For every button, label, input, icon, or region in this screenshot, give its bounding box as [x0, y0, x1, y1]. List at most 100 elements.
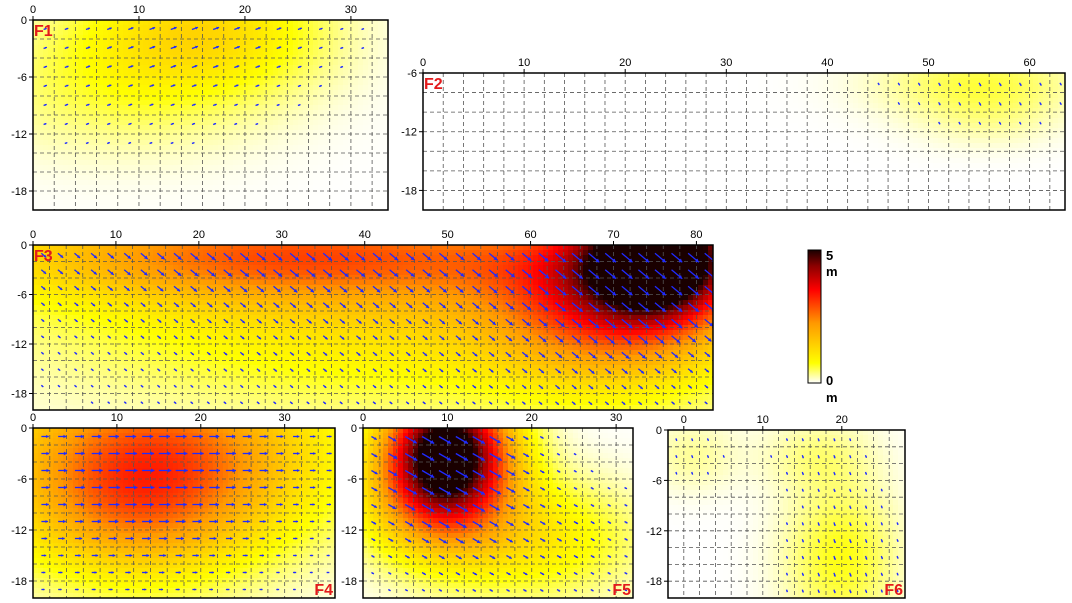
slip-cell — [248, 130, 254, 136]
slip-cell — [218, 145, 224, 151]
slip-cell — [178, 30, 184, 36]
slip-cell — [1013, 118, 1019, 124]
slip-cell — [163, 200, 169, 206]
slip-cell — [313, 175, 319, 181]
slip-cell — [923, 93, 929, 99]
slip-cell — [303, 85, 309, 91]
slip-cell — [898, 118, 904, 124]
slip-cell — [113, 90, 119, 96]
slip-cell — [818, 73, 824, 79]
slip-cell — [223, 140, 229, 146]
slip-cell — [963, 118, 969, 124]
slip-cell — [83, 190, 89, 196]
slip-cell — [243, 125, 249, 131]
slip-cell — [1053, 103, 1059, 109]
slip-cell — [478, 73, 484, 79]
slip-cell — [628, 138, 634, 144]
slip-cell — [353, 165, 359, 171]
slip-cell — [118, 95, 124, 101]
slip-cell — [268, 75, 274, 81]
slip-cell — [1008, 138, 1014, 144]
slip-cell — [358, 185, 364, 191]
slip-cell — [73, 120, 79, 126]
slip-cell — [568, 138, 574, 144]
slip-cell — [193, 80, 199, 86]
slip-cell — [53, 25, 59, 31]
slip-cell — [93, 45, 99, 51]
slip-cell — [588, 123, 594, 129]
slip-cell — [53, 145, 59, 151]
slip-cell — [243, 95, 249, 101]
slip-cell — [358, 135, 364, 141]
slip-cell — [33, 90, 39, 96]
slip-cell — [593, 103, 599, 109]
slip-cell — [993, 128, 999, 134]
slip-cell — [383, 130, 388, 136]
slip-cell — [718, 123, 724, 129]
slip-cell — [893, 98, 899, 104]
slip-cell — [208, 205, 214, 210]
slip-cell — [643, 98, 649, 104]
slip-cell — [918, 93, 924, 99]
slip-cell — [628, 73, 634, 79]
slip-cell — [223, 165, 229, 171]
slip-cell — [368, 195, 374, 201]
slip-cell — [273, 105, 279, 111]
slip-cell — [233, 180, 239, 186]
slip-cell — [698, 108, 704, 114]
slip-cell — [93, 115, 99, 121]
slip-cell — [73, 65, 79, 71]
slip-cell — [228, 85, 234, 91]
slip-cell — [338, 105, 344, 111]
slip-cell — [343, 55, 349, 61]
slip-cell — [578, 98, 584, 104]
slip-cell — [178, 40, 184, 46]
slip-cell — [898, 108, 904, 114]
slip-cell — [148, 60, 154, 66]
slip-arrowhead — [214, 123, 217, 125]
slip-cell — [93, 180, 99, 186]
slip-cell — [673, 98, 679, 104]
slip-cell — [43, 185, 49, 191]
slip-cell — [953, 123, 959, 129]
slip-cell — [983, 143, 989, 149]
slip-cell — [1018, 78, 1024, 84]
slip-cell — [78, 60, 84, 66]
slip-cell — [303, 155, 309, 161]
slip-cell — [278, 35, 284, 41]
slip-cell — [133, 70, 139, 76]
slip-cell — [523, 88, 529, 94]
slip-cell — [143, 70, 149, 76]
slip-cell — [373, 95, 379, 101]
slip-cell — [93, 70, 99, 76]
slip-cell — [358, 200, 364, 206]
slip-cell — [283, 115, 289, 121]
slip-cell — [48, 135, 54, 141]
slip-cell — [243, 145, 249, 151]
slip-cell — [173, 65, 179, 71]
y-tick-label: -12 — [11, 129, 27, 141]
slip-cell — [653, 118, 659, 124]
slip-cell — [33, 110, 39, 116]
slip-cell — [278, 60, 284, 66]
slip-cell — [743, 83, 749, 89]
slip-cell — [253, 100, 259, 106]
slip-cell — [493, 88, 499, 94]
slip-cell — [138, 80, 144, 86]
slip-cell — [378, 85, 384, 91]
slip-cell — [288, 130, 294, 136]
slip-cell — [518, 98, 524, 104]
slip-cell — [288, 90, 294, 96]
slip-cell — [1058, 93, 1064, 99]
slip-cell — [778, 108, 784, 114]
slip-cell — [318, 75, 324, 81]
slip-cell — [138, 155, 144, 161]
slip-cell — [828, 83, 834, 89]
slip-cell — [128, 170, 134, 176]
slip-cell — [598, 123, 604, 129]
slip-cell — [908, 73, 914, 79]
slip-cell — [1023, 83, 1029, 89]
slip-cell — [888, 73, 894, 79]
slip-heatmap — [423, 73, 1065, 210]
slip-cell — [763, 78, 769, 84]
